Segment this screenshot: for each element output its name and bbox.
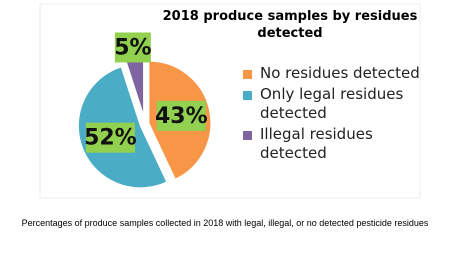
legend-swatch	[243, 70, 252, 79]
data-label-box	[85, 122, 135, 153]
chart-title: 2018 produce samples by residues detected	[163, 9, 418, 41]
legend-item: No residues detected	[243, 64, 423, 83]
legend-label: Illegal residues detected	[260, 125, 373, 162]
legend-swatch	[243, 131, 252, 140]
data-label: 43%	[155, 104, 208, 129]
chart-frame	[39, 3, 421, 199]
data-label-box	[156, 100, 206, 131]
legend-label: Only legal residues detected	[260, 85, 404, 122]
legend: No residues detected Only legal residues …	[243, 64, 423, 165]
legend-swatch	[243, 91, 252, 100]
legend-item: Only legal residues detected	[243, 85, 423, 123]
data-label: 52%	[84, 126, 137, 151]
legend-label: No residues detected	[260, 64, 420, 82]
data-label: 5%	[114, 35, 151, 60]
caption: Percentages of produce samples collected…	[21, 218, 429, 228]
legend-item: Illegal residues detected	[243, 125, 423, 163]
data-label-box	[114, 32, 151, 63]
